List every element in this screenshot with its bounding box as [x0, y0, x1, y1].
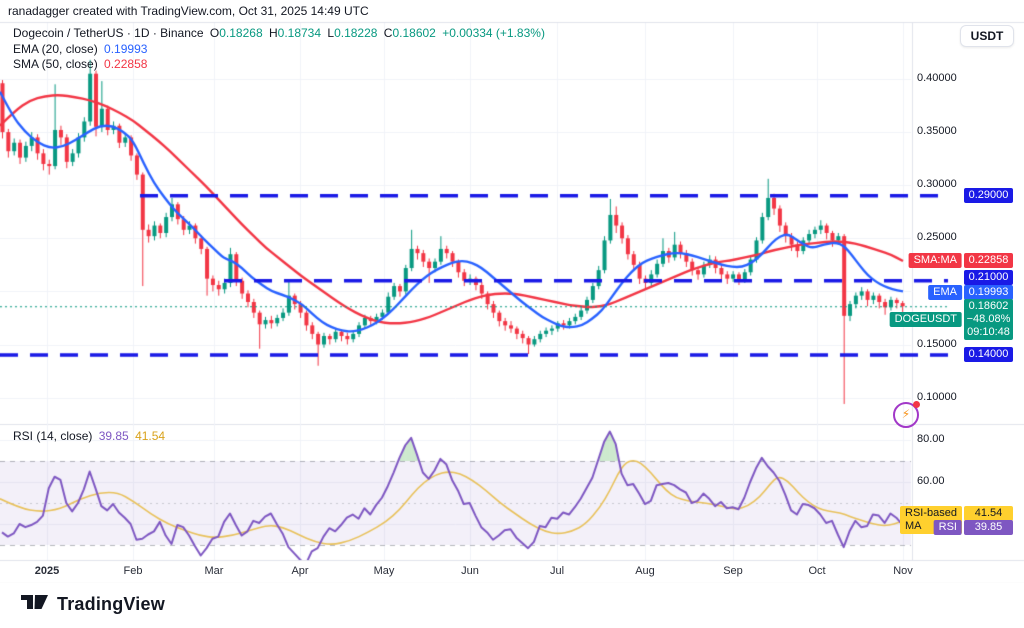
symbol-title[interactable]: Dogecoin / TetherUS · 1D · Binance	[13, 26, 204, 40]
price-axis-label: 0.35000	[917, 125, 957, 138]
ohlc-high-label: H	[268, 26, 278, 40]
time-axis-label-may: May	[373, 565, 395, 577]
price-line-value-badge-last-price: 0.18602 −48.08% 09:10:48	[964, 299, 1013, 341]
ohlc-low-label: L	[327, 26, 335, 40]
notification-dot	[913, 401, 920, 408]
time-axis-label-feb: Feb	[123, 565, 143, 577]
price-axis-label: 0.30000	[917, 178, 957, 191]
rsi-value: 39.85	[98, 429, 129, 443]
ohlc-close-label: C	[383, 26, 393, 40]
footer-bar: TradingView	[0, 583, 1024, 628]
price-line-name-badge-ema: EMA	[928, 285, 962, 301]
price-line-value-badge-ema: 0.19993	[964, 285, 1013, 301]
chart-legend-row-sma[interactable]: SMA (50, close) 0.22858	[13, 57, 150, 71]
time-axis-label-apr: Apr	[291, 565, 309, 577]
time-axis-label-jun: Jun	[461, 565, 479, 577]
rsi-axis-label: 80.00	[917, 433, 945, 445]
price-line-value-badge-hline-14: 0.14000	[964, 347, 1013, 363]
brand-name: TradingView	[57, 594, 165, 614]
price-line-name-badge-last-price: DOGEUSDT	[889, 312, 962, 328]
sma-value: 0.22858	[104, 57, 148, 71]
price-line-name-badge-sma: SMA:MA	[908, 253, 962, 269]
time-axis-label-oct: Oct	[808, 565, 826, 577]
ohlc-change: +0.00334 (+1.83%)	[442, 26, 545, 40]
time-axis-label-jul: Jul	[549, 565, 565, 577]
time-axis-label-mar: Mar	[204, 565, 224, 577]
rsi-legend-row[interactable]: RSI (14, close) 39.85 41.54	[13, 429, 168, 443]
price-line-value-badge-rsi: 39.85	[964, 520, 1013, 536]
ohlc-high-value: 0.18734	[277, 26, 322, 40]
sma-label: SMA (50, close)	[13, 57, 98, 71]
time-axis-label-sep: Sep	[723, 565, 743, 577]
ohlc-low-value: 0.18228	[334, 26, 378, 40]
ohlc-open-label: O	[209, 26, 220, 40]
price-axis-label: 0.40000	[917, 72, 957, 84]
price-line-value-badge-rsi-ma: 41.54	[964, 505, 1013, 521]
attribution-text: ranadagger created with TradingView.com,…	[8, 4, 369, 18]
rsi-ma-value: 41.54	[135, 429, 166, 443]
flash-boost-icon[interactable]: ⚡	[893, 401, 920, 428]
price-line-value-badge-sma: 0.22858	[964, 253, 1013, 269]
time-axis-label-aug: Aug	[635, 565, 655, 577]
rsi-label: RSI (14, close)	[13, 429, 93, 443]
chart-legend-row-1: Dogecoin / TetherUS · 1D · Binance O0.18…	[13, 26, 548, 40]
price-axis-label: 0.10000	[917, 390, 957, 403]
price-axis-label: 0.25000	[917, 231, 957, 244]
price-line-value-badge-hline-21: 0.21000	[964, 269, 1013, 285]
ema-value: 0.19993	[104, 42, 148, 56]
rsi-axis-label: 60.00	[917, 475, 945, 487]
ohlc-close-value: 0.18602	[392, 26, 436, 40]
time-axis-label-2025: 2025	[34, 565, 60, 577]
tradingview-logo-icon	[20, 592, 50, 617]
currency-usdt-button[interactable]: USDT	[960, 25, 1014, 47]
time-axis-label-nov: Nov	[893, 565, 913, 577]
price-axis-label: 0.15000	[917, 337, 957, 350]
ema-label: EMA (20, close)	[13, 42, 98, 56]
chart-legend-row-ema[interactable]: EMA (20, close) 0.19993	[13, 42, 150, 56]
ohlc-open-value: 0.18268	[219, 26, 263, 40]
price-line-value-badge-hline-29: 0.29000	[964, 187, 1013, 203]
price-line-name-badge-rsi: RSI	[933, 520, 962, 536]
